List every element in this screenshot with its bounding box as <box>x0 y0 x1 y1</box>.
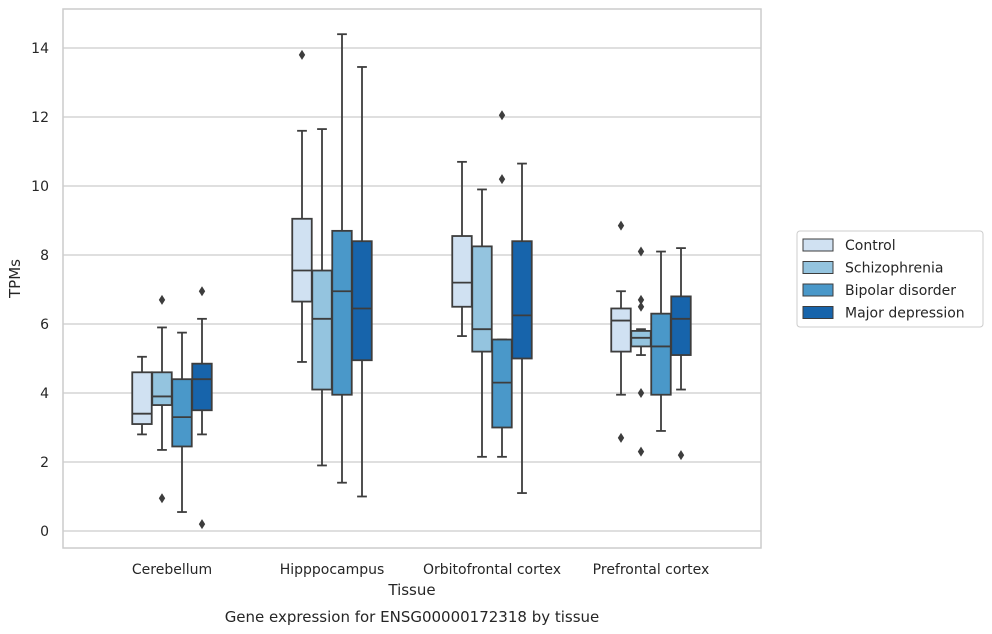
plot-frame <box>62 8 762 549</box>
box-body <box>131 371 153 425</box>
y-tick-label: 6 <box>40 317 49 333</box>
box-body <box>171 378 193 448</box>
x-tick-label: Prefrontal cortex <box>593 562 710 578</box>
box-body <box>311 269 333 391</box>
legend: Control Schizophrenia Bipolar disorder Majo… <box>796 230 984 328</box>
x-axis-label: Tissue <box>387 581 435 599</box>
box-body <box>291 217 313 303</box>
box-body <box>151 371 173 406</box>
outlier-point <box>158 294 166 305</box>
box <box>630 246 652 457</box>
legend-frame <box>796 230 984 328</box>
box-body <box>331 229 353 396</box>
box-body <box>351 240 373 362</box>
y-tick-labels: 0 2 4 6 8 10 12 14 <box>31 41 49 540</box>
box <box>151 294 173 504</box>
box-body <box>670 295 692 356</box>
outlier-point <box>617 432 625 443</box>
legend-label: Bipolar disorder <box>845 283 956 299</box>
outlier-point <box>498 174 506 185</box>
outlier-point <box>677 450 685 461</box>
box <box>511 162 533 494</box>
outlier-point <box>637 301 645 312</box>
y-tick-label: 10 <box>31 179 49 195</box>
box <box>171 331 193 513</box>
legend-swatch <box>802 306 834 319</box>
outlier-point <box>298 49 306 60</box>
outlier-point <box>158 493 166 504</box>
outlier-point <box>637 388 645 398</box>
y-tick-label: 4 <box>40 386 49 402</box>
chart-caption: Gene expression for ENSG00000172318 by t… <box>225 608 600 626</box>
outlier-point <box>198 519 206 530</box>
outlier-point <box>617 220 625 231</box>
x-tick-label: Orbitofrontal cortex <box>423 562 561 578</box>
legend-swatch <box>802 261 834 274</box>
box-body <box>471 245 493 353</box>
outlier-point <box>637 446 645 457</box>
box <box>471 188 493 458</box>
y-tick-label: 12 <box>31 110 49 126</box>
legend-swatch <box>802 238 834 252</box>
x-tick-label: Cerebellum <box>132 562 212 578</box>
legend-label: Schizophrenia <box>845 261 943 277</box>
y-tick-label: 14 <box>31 41 49 57</box>
box <box>451 160 473 337</box>
x-tick-labels: Cerebellum Hipppocampus Orbitofrontal cort… <box>132 562 709 578</box>
box <box>610 220 632 443</box>
y-axis-label: TPMs <box>6 259 24 299</box>
y-tick-label: 2 <box>40 455 49 471</box>
outlier-point <box>498 110 506 121</box>
plot-background <box>63 9 761 548</box>
box-body <box>511 240 533 360</box>
outlier-point <box>637 294 645 305</box>
box <box>291 49 313 363</box>
y-tick-label: 8 <box>40 248 49 264</box>
outlier-point <box>198 286 206 297</box>
x-tick-label: Hipppocampus <box>280 562 385 578</box>
outlier-point <box>637 246 645 257</box>
box <box>491 110 513 458</box>
box <box>670 247 692 461</box>
box <box>191 286 213 530</box>
legend-label: Major depression <box>845 306 965 322</box>
y-tick-label: 0 <box>40 524 49 540</box>
box-body <box>610 307 632 353</box>
box-series <box>131 33 692 530</box>
legend-swatch <box>802 283 834 297</box>
box <box>131 355 153 436</box>
box <box>331 33 353 484</box>
box-body <box>451 235 473 308</box>
legend-label: Control <box>845 238 896 254</box>
box-body <box>191 362 213 412</box>
box-body <box>650 312 672 396</box>
box <box>351 66 373 498</box>
